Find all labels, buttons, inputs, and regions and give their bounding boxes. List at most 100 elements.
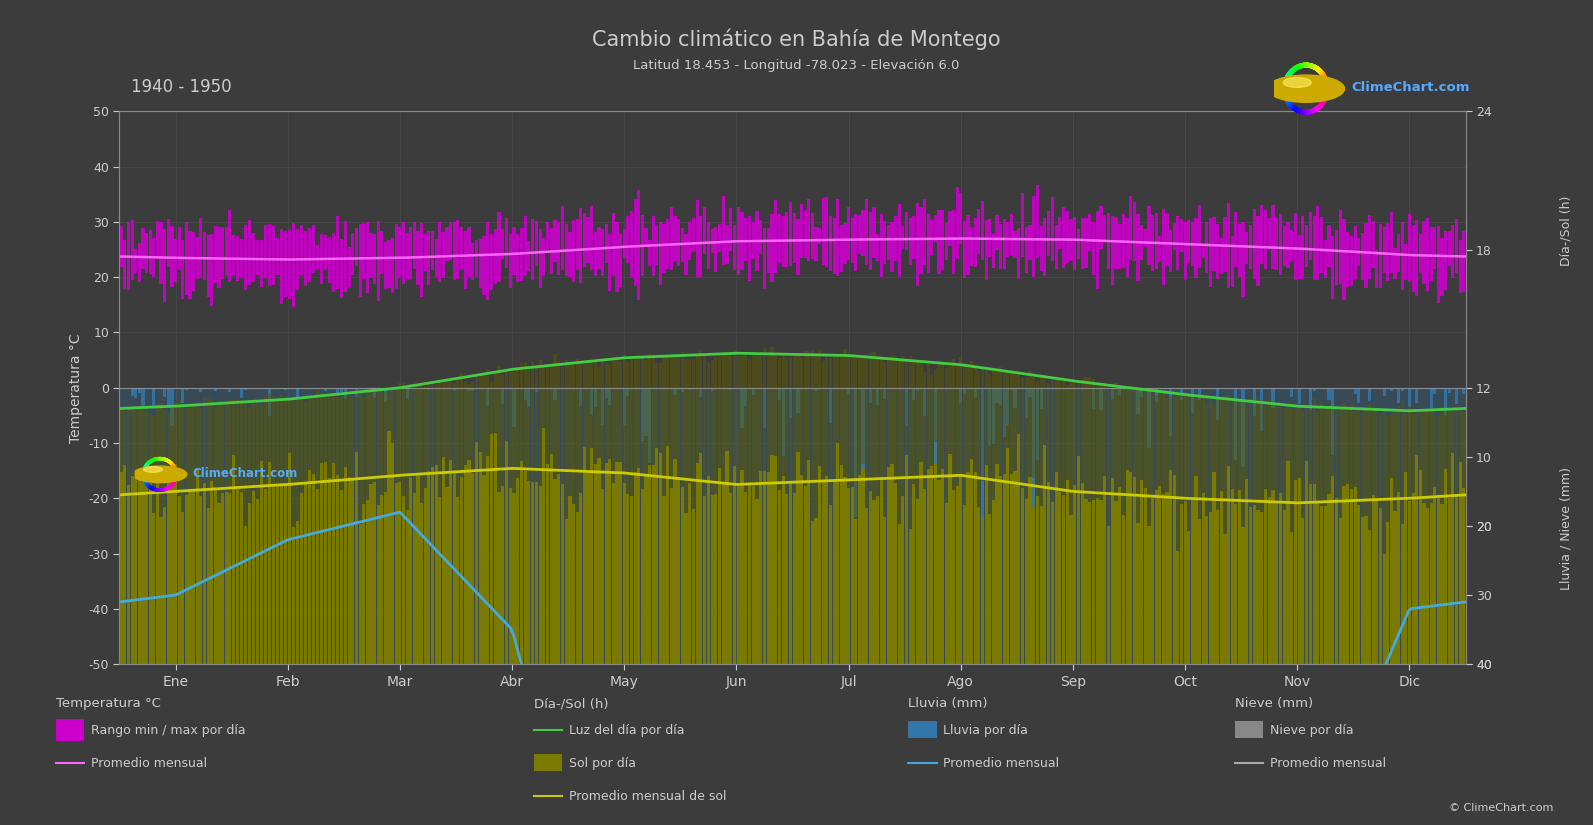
Bar <box>1335 498 1338 664</box>
Bar <box>696 200 699 278</box>
Bar <box>1290 403 1294 531</box>
Bar <box>535 221 538 266</box>
Bar <box>796 219 800 275</box>
Bar <box>421 224 424 296</box>
Bar <box>252 492 255 664</box>
Bar <box>612 214 615 276</box>
Bar <box>449 222 452 260</box>
Bar <box>1035 380 1039 496</box>
Bar <box>814 518 817 664</box>
Bar <box>376 386 379 505</box>
Text: Lluvia (mm): Lluvia (mm) <box>908 697 988 710</box>
Bar <box>1454 219 1458 274</box>
Bar <box>148 230 151 274</box>
Bar <box>1252 388 1255 416</box>
Bar <box>344 467 347 664</box>
Bar <box>137 243 140 281</box>
Bar <box>123 240 126 289</box>
Text: ClimeChart.com: ClimeChart.com <box>193 467 298 480</box>
Text: Día-/Sol (h): Día-/Sol (h) <box>1560 196 1572 266</box>
Bar <box>1445 230 1448 290</box>
Bar <box>1368 215 1372 279</box>
Bar <box>325 395 328 462</box>
Bar <box>421 503 424 664</box>
Bar <box>634 473 637 664</box>
Bar <box>945 503 948 664</box>
Bar <box>384 388 387 403</box>
Bar <box>1212 405 1215 472</box>
Bar <box>569 365 572 496</box>
Bar <box>1002 474 1005 664</box>
Bar <box>210 481 213 664</box>
Bar <box>553 388 556 399</box>
Bar <box>210 234 213 306</box>
Bar <box>502 229 505 259</box>
Bar <box>763 348 766 471</box>
Bar <box>167 388 170 408</box>
Bar <box>696 463 699 664</box>
Bar <box>847 488 851 664</box>
Bar <box>134 471 137 664</box>
Bar <box>1324 407 1327 506</box>
Bar <box>1169 470 1172 664</box>
Bar <box>137 473 140 664</box>
Bar <box>973 472 977 664</box>
Bar <box>1040 226 1043 271</box>
Bar <box>1327 406 1330 494</box>
Bar <box>304 402 307 483</box>
Bar <box>1088 502 1091 664</box>
Bar <box>320 393 323 463</box>
Bar <box>472 388 475 391</box>
Bar <box>977 370 980 507</box>
Bar <box>586 361 589 472</box>
Bar <box>153 238 156 276</box>
Bar <box>634 199 637 286</box>
Bar <box>699 351 703 453</box>
Bar <box>1316 502 1319 664</box>
Bar <box>1313 484 1316 664</box>
Bar <box>336 475 339 664</box>
Bar <box>341 490 344 664</box>
Bar <box>766 356 769 472</box>
Bar <box>241 388 244 398</box>
Text: Cambio climático en Bahía de Montego: Cambio climático en Bahía de Montego <box>593 29 1000 50</box>
Bar <box>586 472 589 664</box>
Bar <box>981 388 984 517</box>
Circle shape <box>143 467 162 472</box>
Bar <box>1429 412 1432 503</box>
Bar <box>1451 409 1454 453</box>
Bar <box>486 456 489 664</box>
Bar <box>854 388 857 516</box>
Bar <box>280 487 284 664</box>
Bar <box>199 408 202 497</box>
Bar <box>1397 406 1400 492</box>
Bar <box>879 214 883 277</box>
Bar <box>558 361 561 474</box>
Bar <box>1357 238 1360 266</box>
Bar <box>1198 205 1201 268</box>
Bar <box>131 476 134 664</box>
Bar <box>1354 388 1357 394</box>
Bar <box>395 224 398 290</box>
Bar <box>1215 224 1219 280</box>
Bar <box>677 478 680 664</box>
Bar <box>1066 211 1069 263</box>
Bar <box>973 366 977 472</box>
Bar <box>580 362 583 493</box>
Bar <box>1411 493 1415 664</box>
Bar <box>999 224 1002 269</box>
Bar <box>959 476 962 664</box>
Bar <box>898 204 902 277</box>
Bar <box>479 375 483 452</box>
Bar <box>707 222 710 270</box>
Bar <box>1448 388 1451 393</box>
Bar <box>1429 227 1432 281</box>
Bar <box>1287 222 1290 268</box>
Bar <box>760 471 763 664</box>
Bar <box>922 372 926 489</box>
Bar <box>1018 371 1021 434</box>
Bar <box>669 488 672 664</box>
Bar <box>752 486 755 664</box>
Bar <box>467 227 470 276</box>
Bar <box>833 218 836 274</box>
